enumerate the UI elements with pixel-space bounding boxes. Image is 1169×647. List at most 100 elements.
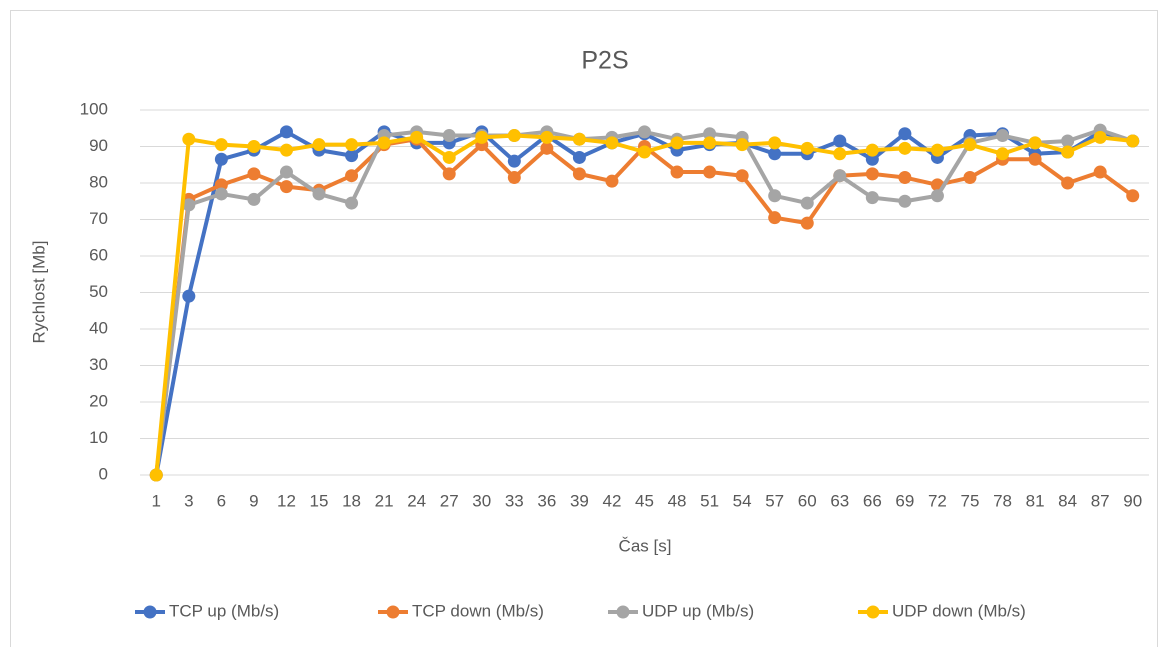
point [247, 192, 261, 206]
x-tick-label: 12 [277, 491, 296, 510]
point [930, 143, 944, 157]
point [279, 125, 293, 139]
point [638, 125, 651, 139]
point [540, 130, 554, 144]
point [800, 141, 814, 155]
y-tick-label: 0 [99, 464, 108, 483]
point [247, 167, 261, 181]
x-axis-label: Čas [s] [619, 536, 672, 555]
y-axis-label: Rychlost [Mb] [29, 241, 48, 344]
x-tick-label: 78 [993, 491, 1012, 510]
x-tick-label: 72 [928, 491, 947, 510]
point [442, 150, 456, 164]
point [1028, 152, 1042, 166]
legend-label: TCP up (Mb/s) [169, 601, 279, 620]
point [735, 169, 749, 183]
point [768, 147, 782, 161]
x-tick-label: 33 [505, 491, 524, 510]
legend-marker [386, 605, 400, 619]
x-tick-label: 18 [342, 491, 361, 510]
point [345, 196, 359, 210]
x-tick-label: 87 [1091, 491, 1110, 510]
point [182, 289, 196, 303]
x-tick-label: 84 [1058, 491, 1077, 510]
point [214, 178, 228, 192]
point [377, 136, 391, 150]
point [410, 130, 424, 144]
x-tick-label: 75 [961, 491, 980, 510]
point [768, 189, 782, 203]
point [572, 150, 586, 164]
x-tick-label: 36 [537, 491, 556, 510]
point [1061, 145, 1075, 159]
x-tick-label: 6 [217, 491, 226, 510]
y-tick-label: 50 [89, 282, 108, 301]
point [182, 198, 196, 212]
y-tick-label: 60 [89, 245, 108, 264]
point [507, 154, 521, 168]
point [865, 143, 879, 157]
x-tick-label: 81 [1026, 491, 1045, 510]
x-tick-label: 90 [1123, 491, 1142, 510]
y-tick-label: 20 [89, 391, 108, 410]
point [182, 132, 196, 146]
point [670, 136, 684, 150]
point [149, 468, 163, 482]
point [1126, 134, 1140, 148]
point [833, 147, 847, 161]
x-tick-label: 45 [635, 491, 654, 510]
y-tick-label: 100 [80, 99, 108, 118]
point [345, 169, 359, 183]
legend-marker [616, 605, 630, 619]
point [442, 167, 456, 181]
y-tick-label: 70 [89, 209, 108, 228]
point [475, 130, 489, 144]
chart-title: P2S [581, 47, 628, 75]
point [963, 171, 977, 185]
point [605, 174, 619, 188]
x-tick-label: 57 [765, 491, 784, 510]
point [963, 138, 977, 152]
point [312, 187, 326, 201]
point [898, 171, 912, 185]
point [1028, 136, 1042, 150]
x-tick-label: 24 [407, 491, 426, 510]
legend-label: TCP down (Mb/s) [412, 601, 544, 620]
point [1093, 130, 1107, 144]
point [996, 129, 1010, 143]
x-tick-label: 66 [863, 491, 882, 510]
point [214, 187, 228, 201]
legend-label: UDP down (Mb/s) [892, 601, 1026, 620]
point [279, 180, 293, 194]
x-tick-label: 3 [184, 491, 193, 510]
point [507, 171, 521, 185]
point [507, 129, 521, 143]
x-tick-label: 27 [440, 491, 459, 510]
point [735, 138, 749, 152]
x-tick-label: 15 [310, 491, 329, 510]
point [572, 132, 586, 146]
point [996, 147, 1010, 161]
point [865, 167, 879, 181]
point [800, 196, 814, 210]
x-tick-label: 60 [798, 491, 817, 510]
point [279, 143, 293, 157]
legend-marker [143, 605, 157, 619]
y-tick-label: 30 [89, 355, 108, 374]
point [345, 138, 359, 152]
point [1061, 176, 1075, 190]
point [898, 127, 912, 141]
x-tick-label: 69 [895, 491, 914, 510]
x-tick-label: 9 [249, 491, 258, 510]
y-tick-label: 40 [89, 318, 108, 337]
point [703, 165, 717, 179]
point [833, 169, 847, 183]
x-tick-label: 42 [602, 491, 621, 510]
point [768, 136, 782, 150]
point [703, 127, 717, 141]
point [1126, 189, 1140, 203]
point [279, 165, 293, 179]
point [214, 152, 228, 166]
x-tick-label: 48 [668, 491, 687, 510]
